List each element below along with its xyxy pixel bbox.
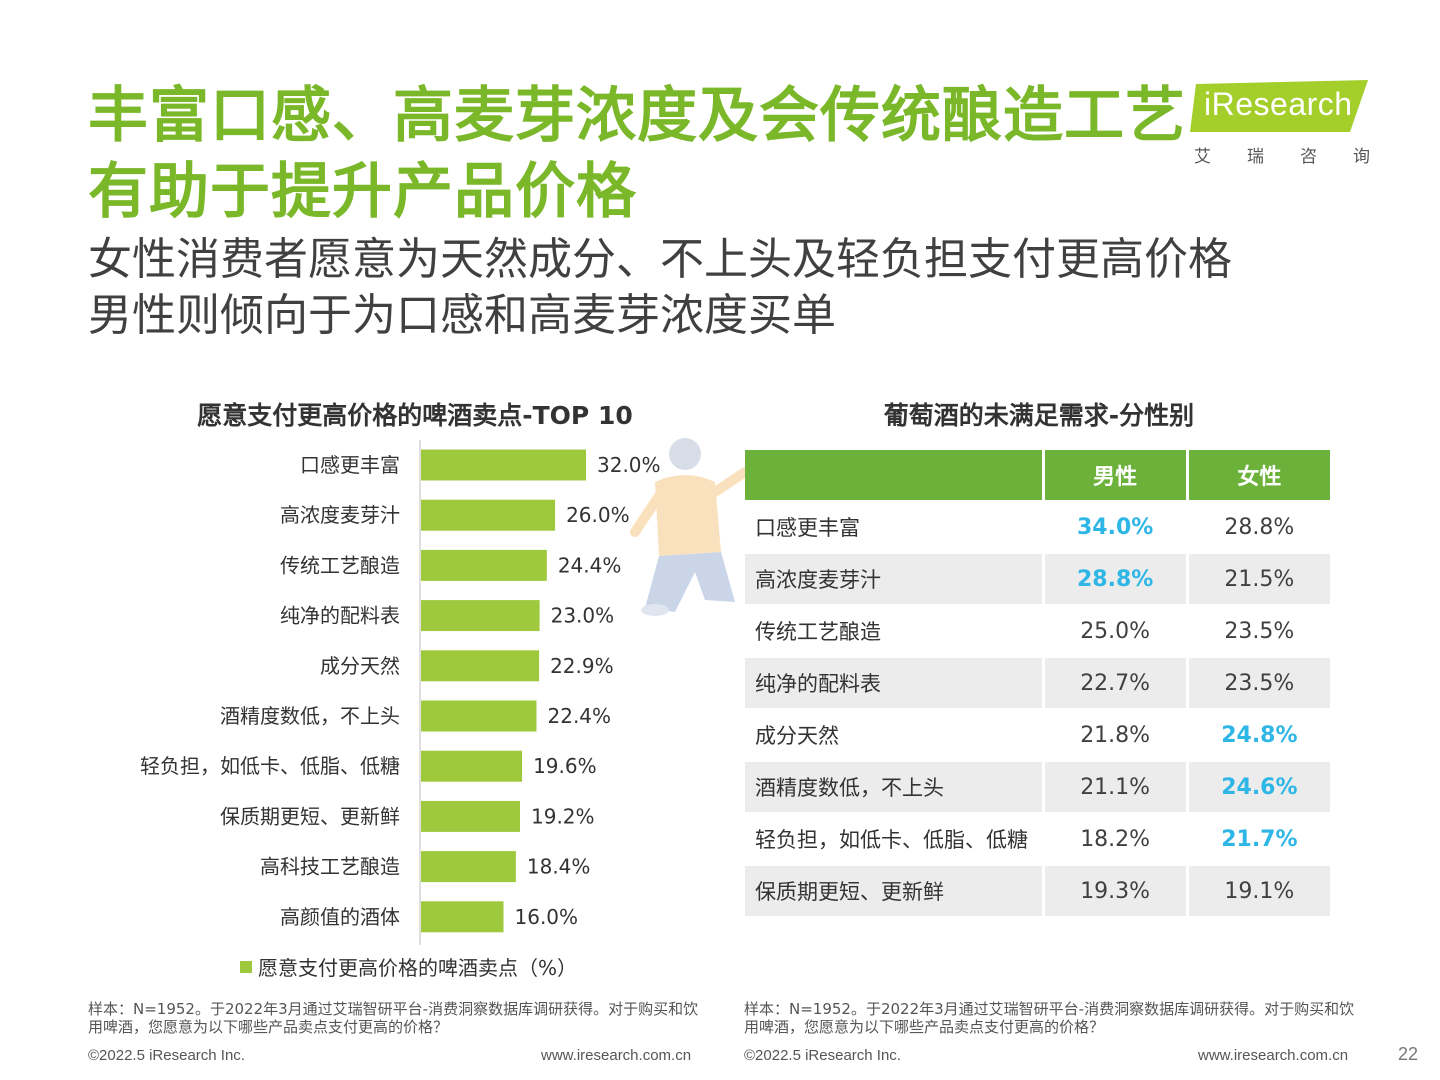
table-cell-female: 28.8% bbox=[1187, 501, 1334, 554]
table-cell-female: 21.7% bbox=[1187, 813, 1334, 866]
table-row-label: 酒精度数低，不上头 bbox=[745, 761, 1045, 814]
page-title: 丰富口感、高麦芽浓度及会传统酿造工艺有助于提升产品价格 bbox=[88, 81, 1186, 227]
footer-copyright-left: ©2022.5 iResearch Inc. bbox=[88, 1047, 245, 1064]
table-cell-female: 24.6% bbox=[1187, 761, 1334, 814]
table-row-label: 传统工艺酿造 bbox=[745, 605, 1045, 658]
footer-copyright-right: ©2022.5 iResearch Inc. bbox=[744, 1047, 901, 1064]
bar bbox=[421, 700, 537, 732]
table-row-label: 口感更丰富 bbox=[745, 501, 1045, 554]
logo-badge-icon bbox=[1190, 80, 1368, 132]
page-subtitle: 女性消费者愿意为天然成分、不上头及轻负担支付更高价格 男性则倾向于为口感和高麦芽… bbox=[88, 232, 1368, 344]
table-header-row: 男性 女性 bbox=[745, 450, 1334, 502]
table-header-cell: 男性 bbox=[1043, 450, 1189, 502]
bar bbox=[421, 750, 523, 782]
table-cell-female: 21.5% bbox=[1187, 553, 1334, 606]
logo-cn: 艾 瑞 咨 询 bbox=[1194, 142, 1370, 167]
bar-category-label: 保质期更短、更新鲜 bbox=[220, 804, 400, 828]
table-title: 葡萄酒的未满足需求-分性别 bbox=[883, 401, 1195, 430]
table-row: 传统工艺酿造 25.0% 23.5% bbox=[745, 605, 1334, 658]
table-cell-female: 19.1% bbox=[1187, 865, 1334, 918]
table-cell-male: 34.0% bbox=[1043, 501, 1189, 554]
gender-table: 男性 女性 口感更丰富 34.0% 28.8% 高浓度麦芽汁 28.8% 21.5% 传统工… bbox=[745, 450, 1334, 918]
table-cell-male: 21.8% bbox=[1043, 709, 1189, 762]
subtitle-line-2: 男性则倾向于为口感和高麦芽浓度买单 bbox=[88, 290, 836, 341]
table-cell-male: 28.8% bbox=[1043, 553, 1189, 606]
table-body: 口感更丰富 34.0% 28.8% 高浓度麦芽汁 28.8% 21.5% 传统工艺酿造 25.… bbox=[745, 501, 1334, 918]
bar-category-label: 轻负担，如低卡、低脂、低糖 bbox=[140, 754, 400, 778]
bar-value-label: 22.9% bbox=[550, 654, 614, 678]
table-header-cell: 女性 bbox=[1187, 450, 1334, 502]
table-row: 口感更丰富 34.0% 28.8% bbox=[745, 501, 1334, 554]
bar-chart-legend: 愿意支付更高价格的啤酒卖点（%） bbox=[240, 952, 577, 981]
bar-value-label: 22.4% bbox=[548, 704, 612, 728]
bar-chart: 口感更丰富 32.0% 高浓度麦芽汁 26.0% 传统工艺酿造 24.4% 纯净的配料表 23… bbox=[140, 440, 661, 945]
bar bbox=[421, 800, 520, 832]
bar-value-label: 16.0% bbox=[515, 905, 579, 929]
bar-value-label: 23.0% bbox=[551, 604, 615, 628]
bar bbox=[421, 901, 504, 933]
bar bbox=[421, 499, 556, 531]
legend-swatch bbox=[240, 960, 252, 973]
bar-value-label: 32.0% bbox=[597, 453, 661, 477]
table-cell-male: 21.1% bbox=[1043, 761, 1189, 814]
logo-cn-char: 询 bbox=[1353, 147, 1370, 167]
table-cell-male: 25.0% bbox=[1043, 605, 1189, 658]
table-cell-female: 24.8% bbox=[1187, 709, 1334, 762]
sample-note-left: 样本：N=1952。于2022年3月通过艾瑞智研平台-消费洞察数据库调研获得。对… bbox=[88, 1000, 699, 1036]
bar-value-label: 18.4% bbox=[527, 855, 591, 879]
table-row-label: 轻负担，如低卡、低脂、低糖 bbox=[745, 813, 1045, 866]
logo-cn-char: 咨 bbox=[1300, 147, 1317, 167]
subtitle-line-1: 女性消费者愿意为天然成分、不上头及轻负担支付更高价格 bbox=[88, 234, 1232, 285]
bar-chart-bars: 口感更丰富 32.0% 高浓度麦芽汁 26.0% 传统工艺酿造 24.4% 纯净的配料表 23… bbox=[140, 449, 661, 933]
legend-label: 愿意支付更高价格的啤酒卖点（%） bbox=[258, 956, 578, 980]
table-row: 酒精度数低，不上头 21.1% 24.6% bbox=[745, 761, 1334, 814]
bar bbox=[421, 600, 540, 632]
table-row: 纯净的配料表 22.7% 23.5% bbox=[745, 657, 1334, 710]
footer-url-right: www.iresearch.com.cn bbox=[1198, 1047, 1349, 1064]
bar bbox=[421, 650, 540, 682]
table-row-label: 纯净的配料表 bbox=[745, 657, 1045, 710]
bar bbox=[421, 549, 547, 581]
bar-category-label: 纯净的配料表 bbox=[280, 604, 400, 628]
table-cell-male: 22.7% bbox=[1043, 657, 1189, 710]
bar-category-label: 高颜值的酒体 bbox=[280, 905, 400, 929]
table-row: 高浓度麦芽汁 28.8% 21.5% bbox=[745, 553, 1334, 606]
table-row-label: 保质期更短、更新鲜 bbox=[745, 865, 1045, 918]
table-row-label: 高浓度麦芽汁 bbox=[745, 553, 1045, 606]
logo-cn-char: 瑞 bbox=[1247, 147, 1264, 167]
page-number: 22 bbox=[1398, 1044, 1419, 1064]
logo-text: iResearch bbox=[1204, 86, 1353, 122]
bar-value-label: 19.6% bbox=[533, 754, 597, 778]
table-cell-male: 19.3% bbox=[1043, 865, 1189, 918]
table-row: 保质期更短、更新鲜 19.3% 19.1% bbox=[745, 865, 1334, 918]
bar-category-label: 传统工艺酿造 bbox=[280, 553, 400, 577]
table-row: 轻负担，如低卡、低脂、低糖 18.2% 21.7% bbox=[745, 813, 1334, 866]
bar-category-label: 口感更丰富 bbox=[300, 453, 400, 477]
bar-category-label: 高科技工艺酿造 bbox=[260, 855, 400, 879]
table-cell-male: 18.2% bbox=[1043, 813, 1189, 866]
logo-cn-char: 艾 bbox=[1194, 147, 1211, 167]
running-person-illustration bbox=[630, 438, 750, 616]
bar-category-label: 酒精度数低，不上头 bbox=[220, 704, 400, 728]
table-header-cell bbox=[745, 450, 1045, 502]
sample-note-right: 样本：N=1952。于2022年3月通过艾瑞智研平台-消费洞察数据库调研获得。对… bbox=[744, 1000, 1355, 1036]
table-row-label: 成分天然 bbox=[745, 709, 1045, 762]
gender-table-wrapper: 男性 女性 口感更丰富 34.0% 28.8% 高浓度麦芽汁 28.8% 21.5% 传统工… bbox=[745, 450, 1334, 918]
bar-category-label: 高浓度麦芽汁 bbox=[280, 503, 400, 527]
footer-url-left: www.iresearch.com.cn bbox=[541, 1047, 692, 1064]
bar-value-label: 19.2% bbox=[531, 804, 595, 828]
iresearch-logo: iResearch 艾 瑞 咨 询 bbox=[1190, 72, 1370, 167]
table-cell-female: 23.5% bbox=[1187, 605, 1334, 658]
table-row: 成分天然 21.8% 24.8% bbox=[745, 709, 1334, 762]
bar bbox=[421, 851, 516, 883]
bar-value-label: 26.0% bbox=[566, 503, 630, 527]
bar bbox=[421, 449, 586, 481]
bar-category-label: 成分天然 bbox=[320, 654, 400, 678]
bar-chart-title: 愿意支付更高价格的啤酒卖点-TOP 10 bbox=[197, 401, 633, 430]
table-cell-female: 23.5% bbox=[1187, 657, 1334, 710]
bar-value-label: 24.4% bbox=[558, 553, 622, 577]
